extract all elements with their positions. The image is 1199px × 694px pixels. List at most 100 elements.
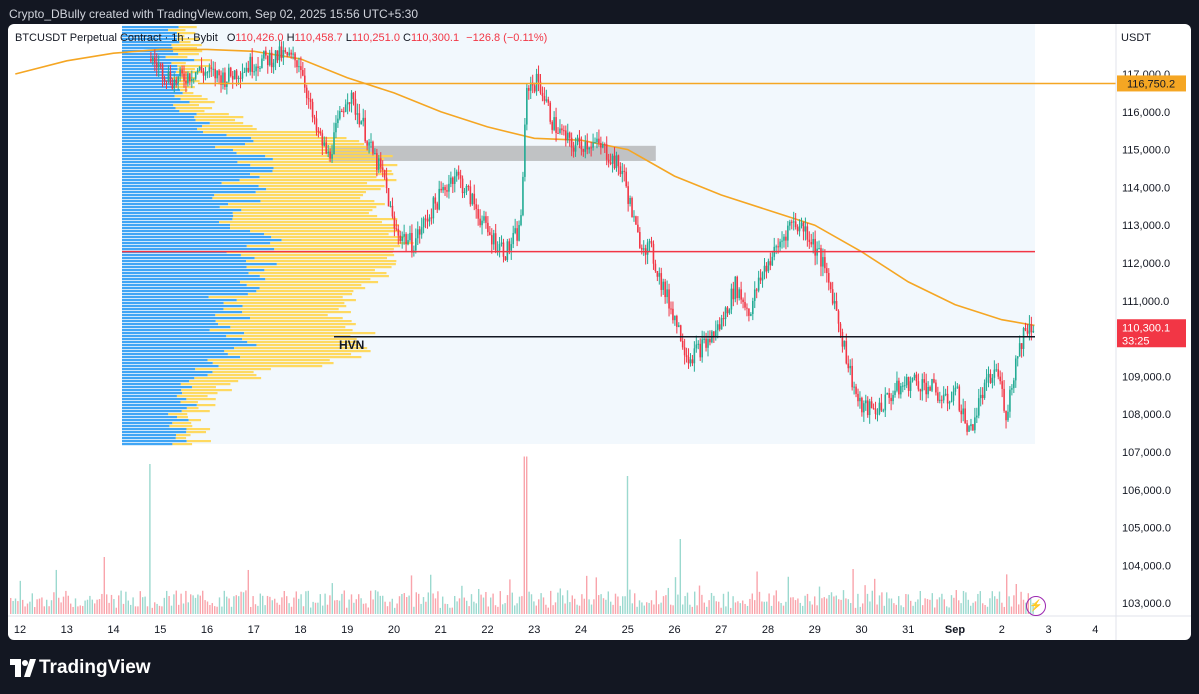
candle-body	[249, 56, 252, 72]
volume-bar	[979, 591, 981, 614]
chart-panel[interactable]: 117,000.0 116,000.0 115,000.0 114,000.0 113,…	[8, 24, 1191, 640]
profile-bar-yellow	[240, 254, 395, 257]
candle-body	[640, 247, 643, 250]
candle-body	[442, 187, 444, 191]
volume-bar	[79, 605, 81, 614]
volume-bar	[797, 598, 799, 614]
candle-body	[664, 281, 666, 298]
profile-bar-yellow	[189, 380, 239, 383]
candle-body	[381, 167, 384, 171]
profile-bar-blue	[122, 41, 180, 44]
volume-bar	[139, 591, 141, 614]
profile-bar-blue	[122, 335, 227, 338]
profile-bar-yellow	[240, 356, 362, 359]
candle-body	[171, 83, 174, 89]
profile-bar-yellow	[182, 392, 218, 395]
profile-bar-blue	[122, 173, 251, 176]
candle-body	[896, 380, 898, 391]
profile-bar-yellow	[208, 296, 343, 299]
candle-body	[907, 377, 910, 391]
profile-bar-yellow	[259, 176, 377, 179]
resistance-price-badge[interactable]	[1117, 75, 1186, 92]
candle-body	[829, 282, 832, 290]
profile-bar-blue	[122, 317, 250, 320]
candle-body	[882, 410, 885, 412]
candle-body	[268, 52, 271, 66]
volume-bar	[175, 590, 177, 614]
profile-bar-blue	[122, 68, 178, 71]
profile-bar-blue	[122, 215, 234, 218]
volume-bar	[605, 599, 607, 614]
volume-bar	[439, 607, 441, 614]
candle-body	[596, 138, 598, 143]
volume-bar	[646, 602, 648, 614]
candle-body	[407, 240, 409, 245]
profile-bar-yellow	[250, 164, 398, 167]
candle-body	[261, 58, 263, 68]
volume-bar	[598, 595, 600, 614]
candle-body	[537, 73, 540, 82]
candle-body	[582, 149, 585, 152]
volume-bar	[792, 597, 794, 614]
candle-body	[827, 273, 830, 283]
candle-body	[181, 69, 183, 74]
candle-body	[639, 232, 641, 248]
profile-bar-yellow	[272, 158, 385, 161]
volume-bar	[955, 590, 957, 614]
profile-bar-blue	[122, 266, 247, 269]
volume-bar	[386, 606, 389, 614]
volume-bar	[566, 590, 569, 614]
profile-bar-yellow	[215, 314, 328, 317]
candle-body	[1024, 328, 1027, 331]
candle-body	[467, 185, 470, 187]
volume-bar	[276, 602, 278, 614]
candle-body	[327, 151, 329, 154]
currency-label[interactable]: USDT	[1121, 32, 1151, 44]
profile-bar-blue	[122, 149, 233, 152]
candle-body	[465, 185, 468, 192]
volume-bar	[264, 605, 266, 614]
candle-body	[939, 399, 941, 401]
candle-body	[313, 117, 316, 119]
volume-bar	[869, 601, 871, 614]
lightning-icon[interactable]: ⚡	[1026, 596, 1046, 616]
profile-bar-blue	[122, 53, 179, 56]
candle-body	[346, 102, 349, 105]
last-price-badge[interactable]	[1117, 319, 1186, 348]
candle-body	[490, 235, 493, 245]
volume-bar	[310, 607, 312, 614]
tradingview-logo[interactable]: TradingView	[10, 657, 160, 679]
candle-body	[325, 142, 328, 154]
candle-body	[231, 75, 234, 80]
candle-body	[292, 53, 294, 55]
candle-body	[376, 153, 378, 170]
candle-body	[368, 142, 370, 146]
volume-bar	[595, 577, 597, 614]
volume-bar	[36, 599, 38, 614]
candle-body	[740, 289, 742, 300]
volume-bar	[101, 593, 103, 614]
profile-bar-blue	[122, 224, 231, 227]
volume-bar	[782, 605, 785, 614]
profile-bar-yellow	[171, 44, 202, 47]
candle-body	[763, 265, 766, 273]
price-chart[interactable]: 117,000.0116,000.0115,000.0114,000.0113,…	[8, 24, 1191, 640]
moving-average-line	[15, 48, 1035, 327]
candle-body	[625, 171, 627, 187]
volume-bar	[545, 604, 547, 614]
volume-bar	[593, 599, 595, 614]
candle-body	[757, 277, 760, 291]
profile-bar-yellow	[173, 104, 199, 107]
volume-bar	[478, 588, 480, 614]
candle-body	[847, 363, 850, 369]
volume-bar	[262, 595, 264, 614]
volume-bar	[418, 593, 420, 614]
volume-bar	[768, 593, 770, 614]
volume-bar	[350, 594, 353, 614]
candle-body	[204, 72, 207, 76]
profile-bar-yellow	[171, 62, 186, 65]
volume-bar	[444, 603, 446, 614]
volume-bar	[454, 595, 456, 614]
profile-bar-yellow	[186, 428, 211, 431]
candle-body	[605, 144, 608, 160]
